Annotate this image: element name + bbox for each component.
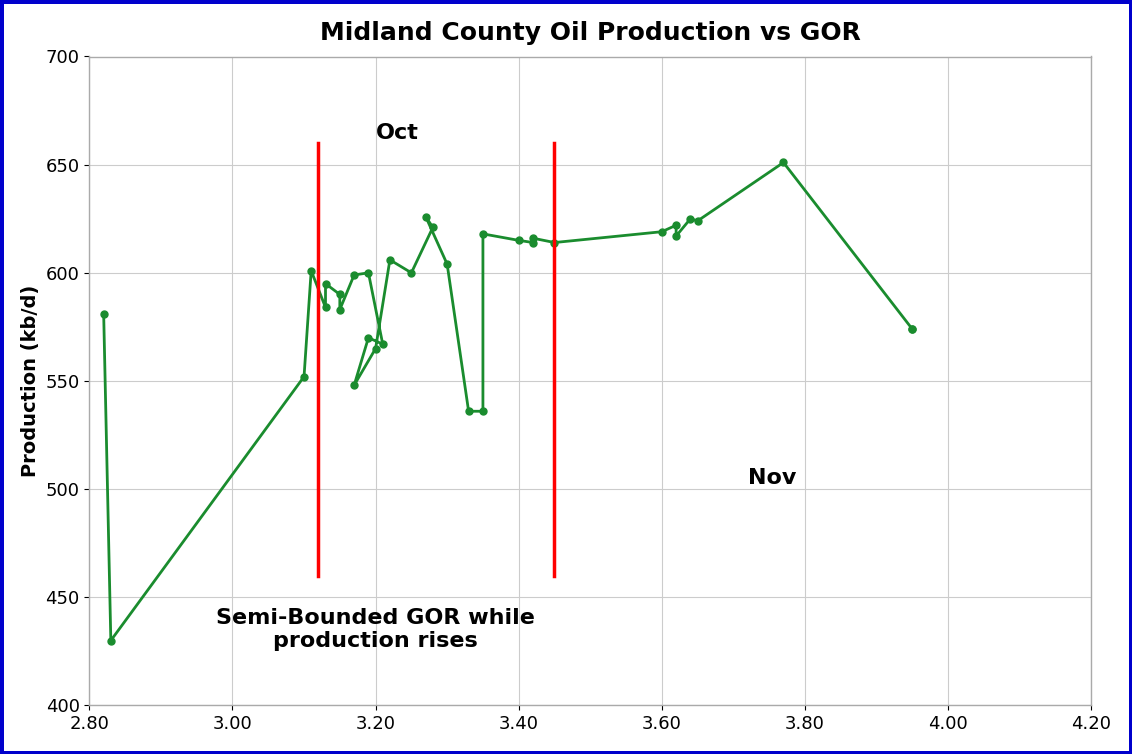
Text: Oct: Oct	[376, 123, 419, 143]
Title: Midland County Oil Production vs GOR: Midland County Oil Production vs GOR	[320, 21, 860, 44]
Text: Semi-Bounded GOR while
production rises: Semi-Bounded GOR while production rises	[216, 608, 535, 651]
Text: Nov: Nov	[748, 468, 796, 489]
Y-axis label: Production (kb/d): Production (kb/d)	[20, 285, 40, 477]
